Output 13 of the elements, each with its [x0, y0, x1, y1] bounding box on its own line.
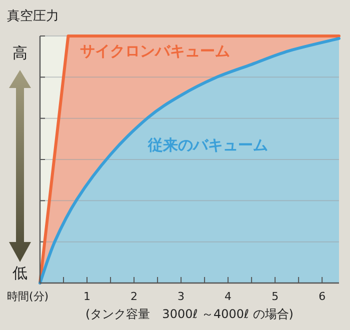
text: (タンク容量 3000ℓ ～4000ℓ の場合)	[86, 307, 294, 321]
series-label: サイクロンバキューム	[80, 42, 230, 60]
x-tick-label: 2	[130, 290, 138, 303]
x-tick-label: 6	[318, 290, 326, 303]
text: 低	[12, 264, 28, 282]
x-tick-label: 3	[178, 290, 185, 303]
chart-title: 真空圧力	[7, 9, 59, 24]
x-tick-label: 1	[84, 290, 91, 303]
x-axis-title: 時間(分)	[7, 290, 49, 303]
x-tick-label: 5	[272, 290, 279, 303]
text: 高	[12, 44, 28, 62]
x-tick-label: 4	[224, 290, 232, 303]
series-label: 従来のバキューム	[147, 136, 268, 154]
